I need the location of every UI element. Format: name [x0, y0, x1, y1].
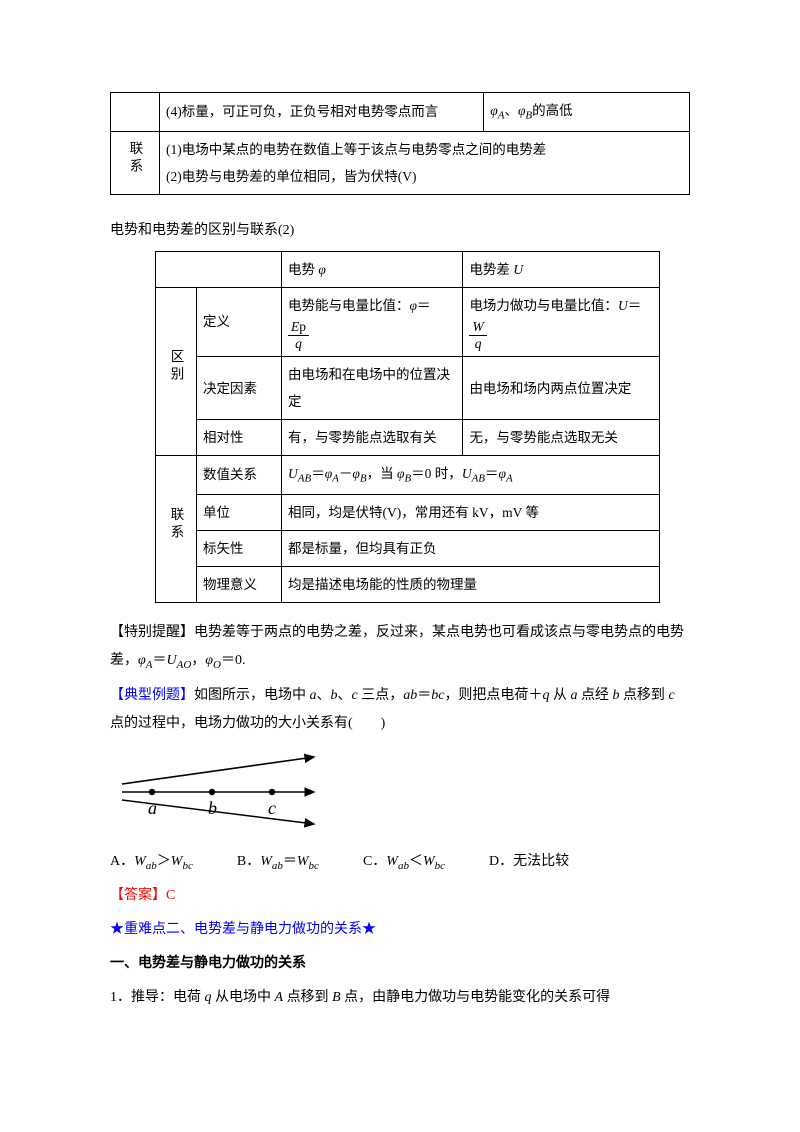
cell-num-val: UAB＝φA－φB，当 φB＝0 时，UAB＝φA — [282, 456, 660, 495]
answer: 【答案】C — [110, 882, 690, 910]
cell-sc-label: 标矢性 — [197, 530, 282, 566]
cell-relation-content: (1)电场中某点的电势在数值上等于该点与电势零点之间的电势差 (2)电势与电势差… — [160, 131, 690, 194]
diagram-label-a: a — [148, 798, 157, 818]
relation-line1: (1)电场中某点的电势在数值上等于该点与电势零点之间的电势差 — [166, 136, 683, 163]
answer-label: 【答案】 — [110, 888, 166, 903]
table-difference-2: 电势 φ 电势差 U 区别 定义 电势能与电量比值：φ＝ Ep q 电场力做功与… — [155, 251, 660, 603]
cell-def-u: 电场力做功与电量比值：U＝ W q — [463, 287, 660, 356]
table-row: 联系 (1)电场中某点的电势在数值上等于该点与电势零点之间的电势差 (2)电势与… — [111, 131, 690, 194]
option-c: C．Wab＜Wbc — [363, 848, 445, 877]
table-difference-1: (4)标量，可正可负，正负号相对电势零点而言 φA、φB的高低 联系 (1)电场… — [110, 92, 690, 195]
table-row: 物理意义 均是描述电场能的性质的物理量 — [156, 566, 660, 602]
cell-blank — [156, 251, 282, 287]
cell-head-phi: 电势 φ — [282, 251, 463, 287]
table-row: (4)标量，可正可负，正负号相对电势零点而言 φA、φB的高低 — [111, 93, 690, 132]
cell-factor-u: 由电场和场内两点位置决定 — [463, 357, 660, 420]
section-title: 电势和电势差的区别与联系(2) — [110, 217, 690, 245]
cell-blank — [111, 93, 160, 132]
cell-mean-label: 物理意义 — [197, 566, 282, 602]
table-row: 单位 相同，均是伏特(V)，常用还有 kV，mV 等 — [156, 494, 660, 530]
cell-rel-phi: 有，与零势能点选取有关 — [282, 420, 463, 456]
relation-line2: (2)电势与电势差的单位相同，皆为伏特(V) — [166, 163, 683, 190]
special-tip: 【特别提醒】电势差等于两点的电势之差，反过来，某点电势也可看成该点与零电势点的电… — [110, 619, 690, 676]
cell-scalar-desc: (4)标量，可正可负，正负号相对电势零点而言 — [160, 93, 484, 132]
tip-label: 【特别提醒】 — [110, 625, 194, 640]
option-b: B．Wab＝Wbc — [237, 848, 319, 877]
cell-def-phi: 电势能与电量比值：φ＝ Ep q — [282, 287, 463, 356]
cell-relation-label: 联系 — [111, 131, 160, 194]
field-diagram: a b c — [114, 752, 690, 832]
cell-num-label: 数值关系 — [197, 456, 282, 495]
diagram-label-c: c — [268, 798, 276, 818]
heading-1: 一、电势差与静电力做功的关系 — [110, 950, 690, 978]
cell-cat-rel: 联系 — [156, 456, 197, 603]
table-row: 决定因素 由电场和在电场中的位置决定 由电场和场内两点位置决定 — [156, 357, 660, 420]
diagram-label-b: b — [208, 798, 217, 818]
text-suffix: 的高低 — [532, 103, 573, 118]
cell-rel-label: 相对性 — [197, 420, 282, 456]
cell-mean-val: 均是描述电场能的性质的物理量 — [282, 566, 660, 602]
text-sep: 、 — [504, 103, 518, 118]
cell-phi-highlow: φA、φB的高低 — [484, 93, 690, 132]
deriv-label: 1．推导： — [110, 990, 173, 1005]
cell-head-u: 电势差 U — [463, 251, 660, 287]
derivation: 1．推导：电荷 q 从电场中 A 点移到 B 点，由静电力做功与电势能变化的关系… — [110, 984, 690, 1012]
cell-factor-phi: 由电场和在电场中的位置决定 — [282, 357, 463, 420]
example-label: 【典型例题】 — [110, 688, 194, 703]
table-row: 相对性 有，与零势能点选取有关 无，与零势能点选取无关 — [156, 420, 660, 456]
option-d: D．无法比较 — [489, 848, 569, 877]
table-row: 电势 φ 电势差 U — [156, 251, 660, 287]
fraction: W q — [469, 319, 486, 352]
fraction: Ep q — [288, 319, 309, 352]
table-row: 标矢性 都是标量，但均具有正负 — [156, 530, 660, 566]
cell-cat-diff: 区别 — [156, 287, 197, 455]
cell-unit-label: 单位 — [197, 494, 282, 530]
cell-factor-label: 决定因素 — [197, 357, 282, 420]
hard-point-title: ★重难点二、电势差与静电力做功的关系★ — [110, 916, 690, 944]
table-row: 联系 数值关系 UAB＝φA－φB，当 φB＝0 时，UAB＝φA — [156, 456, 660, 495]
cell-sc-val: 都是标量，但均具有正负 — [282, 530, 660, 566]
table-row: 区别 定义 电势能与电量比值：φ＝ Ep q 电场力做功与电量比值：U＝ W q — [156, 287, 660, 356]
cell-def-label: 定义 — [197, 287, 282, 356]
cell-rel-u: 无，与零势能点选取无关 — [463, 420, 660, 456]
option-a: A．Wab＞Wbc — [110, 848, 193, 877]
answer-value: C — [166, 888, 175, 903]
example-problem: 【典型例题】如图所示，电场中 a、b、c 三点，ab＝bc，则把点电荷＋q 从 … — [110, 682, 690, 738]
symbol-phi: φ — [490, 103, 497, 118]
cell-unit-val: 相同，均是伏特(V)，常用还有 kV，mV 等 — [282, 494, 660, 530]
options-row: A．Wab＞Wbc B．Wab＝Wbc C．Wab＜Wbc D．无法比较 — [110, 848, 690, 877]
